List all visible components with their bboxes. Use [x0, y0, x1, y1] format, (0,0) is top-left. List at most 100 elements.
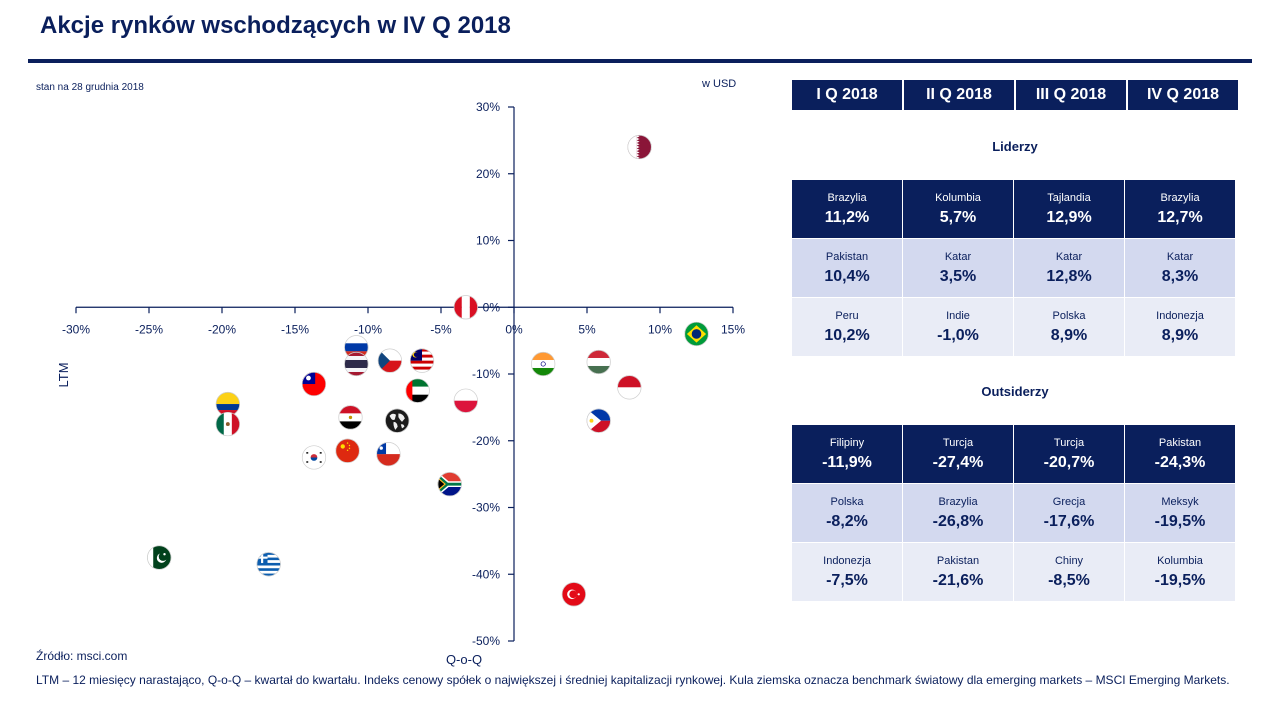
turkey-flag-point — [561, 582, 586, 607]
country-name: Brazylia — [1160, 191, 1200, 204]
return-value: 8,3% — [1161, 267, 1199, 285]
table-cell: Grecja -17,6% — [1014, 484, 1124, 542]
x-tick-label: -20% — [208, 322, 236, 336]
country-name: Indie — [946, 309, 970, 322]
malaysia-flag-point — [409, 348, 435, 373]
return-value: -8,5% — [1048, 571, 1090, 589]
country-name: Kolumbia — [1157, 554, 1203, 567]
country-name: Brazylia — [938, 495, 978, 508]
country-name: Polska — [1052, 309, 1086, 322]
table-cell: Indie -1,0% — [903, 298, 1013, 356]
table-cell: Katar 8,3% — [1125, 239, 1235, 297]
return-value: -24,3% — [1154, 453, 1206, 471]
x-tick-label: 5% — [578, 322, 596, 336]
south-africa-flag-point — [437, 472, 462, 497]
country-name: Polska — [830, 495, 864, 508]
hungary-flag-point — [586, 349, 611, 375]
mexico-flag-point — [215, 411, 240, 437]
country-name: Turcja — [942, 436, 974, 449]
x-tick-label: 10% — [648, 322, 672, 336]
table-cell: Pakistan -24,3% — [1125, 425, 1235, 483]
leaders-table: Brazylia 11,2% Kolumbia 5,7% Tajlandia 12,9% B… — [792, 180, 1238, 357]
peru-flag-point — [453, 295, 478, 320]
return-value: -20,7% — [1043, 453, 1095, 471]
page-title: Akcje rynków wschodzących w IV Q 2018 — [40, 12, 511, 39]
china-flag-point — [335, 438, 360, 463]
table-row: Indonezja -7,5% Pakistan -21,6% Chiny -8,5% Ko… — [792, 543, 1238, 601]
chile-flag-point — [376, 441, 401, 467]
return-value: 10,4% — [824, 267, 870, 285]
country-name: Katar — [1055, 250, 1083, 263]
y-tick-label: 0% — [483, 300, 501, 314]
table-cell: Polska 8,9% — [1014, 298, 1124, 356]
source-note: Źródło: msci.com — [36, 649, 128, 663]
south-korea-flag-point — [301, 445, 327, 470]
table-row: Pakistan 10,4% Katar 3,5% Katar 12,8% Katar 8,3… — [792, 239, 1238, 297]
table-cell: Polska -8,2% — [792, 484, 902, 542]
country-name: Chiny — [1054, 554, 1084, 567]
table-cell: Filipiny -11,9% — [792, 425, 902, 483]
country-name: Pakistan — [936, 554, 980, 567]
y-tick-label: 10% — [476, 234, 500, 248]
philippines-flag-point — [586, 408, 611, 433]
country-name: Meksyk — [1161, 495, 1199, 508]
return-value: 5,7% — [939, 208, 977, 226]
return-value: 12,8% — [1046, 267, 1092, 285]
egypt-flag-point — [338, 405, 363, 430]
country-name: Tajlandia — [1047, 191, 1091, 204]
table-cell: Katar 3,5% — [903, 239, 1013, 297]
quarter-header-cell: III Q 2018 — [1016, 80, 1126, 110]
table-row: Peru 10,2% Indie -1,0% Polska 8,9% Indonezja 8,… — [792, 298, 1238, 356]
table-cell: Turcja -27,4% — [903, 425, 1013, 483]
table-row: Filipiny -11,9% Turcja -27,4% Turcja -20,7% Pa… — [792, 425, 1238, 483]
return-value: -8,2% — [826, 512, 868, 530]
table-cell: Meksyk -19,5% — [1125, 484, 1235, 542]
table-cell: Brazylia 12,7% — [1125, 180, 1235, 238]
x-tick-label: -5% — [430, 322, 452, 336]
quarter-header-cell: IV Q 2018 — [1128, 80, 1238, 110]
poland-flag-point — [453, 388, 478, 413]
czech-flag-point — [377, 348, 403, 373]
return-value: -19,5% — [1154, 512, 1206, 530]
greece-flag-point — [256, 552, 281, 577]
table-cell: Indonezja -7,5% — [792, 543, 902, 601]
title-rule — [28, 59, 1252, 63]
return-value: 10,2% — [824, 326, 870, 344]
table-row: Polska -8,2% Brazylia -26,8% Grecja -17,6% Mek… — [792, 484, 1238, 542]
return-value: -7,5% — [826, 571, 868, 589]
return-value: 3,5% — [939, 267, 977, 285]
x-tick-label: -10% — [354, 322, 382, 336]
msci-em-globe-flag-point — [385, 408, 410, 433]
as-of-date: stan na 28 grudnia 2018 — [36, 82, 144, 93]
brazil-flag-point — [684, 321, 709, 347]
table-cell: Brazylia 11,2% — [792, 180, 902, 238]
outsiders-title: Outsiderzy — [981, 384, 1049, 399]
y-tick-label: -20% — [472, 434, 500, 448]
return-value: 12,9% — [1046, 208, 1092, 226]
country-name: Filipiny — [829, 436, 865, 449]
quarter-header-row: I Q 2018 II Q 2018 III Q 2018 IV Q 2018 — [792, 80, 1240, 110]
y-tick-label: 20% — [476, 167, 500, 181]
indonesia-flag-point — [617, 375, 642, 400]
country-name: Kolumbia — [935, 191, 981, 204]
return-value: -17,6% — [1043, 512, 1095, 530]
return-value: -21,6% — [932, 571, 984, 589]
table-cell: Kolumbia 5,7% — [903, 180, 1013, 238]
table-cell: Indonezja 8,9% — [1125, 298, 1235, 356]
currency-unit: w USD — [702, 78, 737, 90]
country-name: Katar — [1166, 250, 1194, 263]
table-cell: Pakistan -21,6% — [903, 543, 1013, 601]
table-row: Brazylia 11,2% Kolumbia 5,7% Tajlandia 12,9% B… — [792, 180, 1238, 238]
return-value: 8,9% — [1050, 326, 1088, 344]
chart-tick-labels: -30% -25% -20% -15% -10% -5% 0% 5% 10% 15% 30% 20% 1… — [62, 100, 745, 648]
thailand-flag-point — [344, 351, 369, 377]
country-name: Peru — [835, 309, 859, 322]
return-value: -26,8% — [932, 512, 984, 530]
return-value: 11,2% — [824, 208, 870, 226]
country-name: Katar — [944, 250, 972, 263]
table-cell: Kolumbia -19,5% — [1125, 543, 1235, 601]
quarter-header-cell: II Q 2018 — [904, 80, 1014, 110]
y-tick-label: 30% — [476, 100, 500, 114]
table-cell: Tajlandia 12,9% — [1014, 180, 1124, 238]
y-tick-label: -10% — [472, 367, 500, 381]
